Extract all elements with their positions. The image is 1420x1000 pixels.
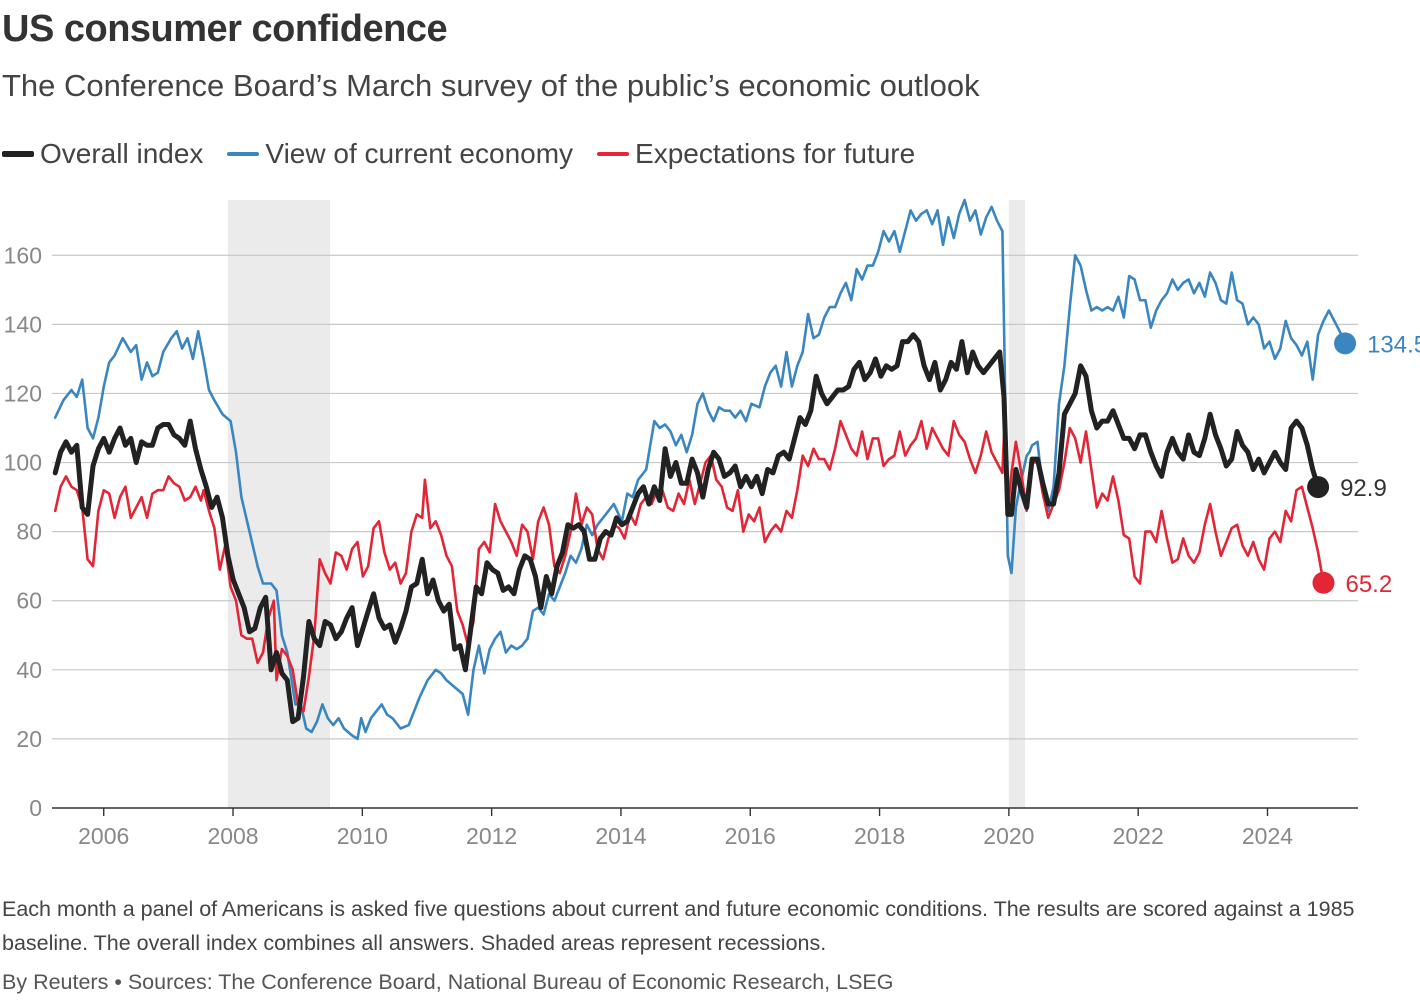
legend-label-current: View of current economy (265, 138, 574, 169)
y-tick-label-80: 80 (16, 519, 42, 545)
legend-item-expectations: Expectations for future (597, 138, 915, 170)
x-tick-label-2006: 2006 (78, 823, 129, 849)
y-tick-label-0: 0 (29, 795, 42, 821)
end-label-expectations-for-future: 65.2 (1345, 571, 1392, 598)
end-dot-overall-index (1307, 476, 1330, 499)
x-tick-label-2012: 2012 (466, 823, 517, 849)
x-tick-label-2010: 2010 (337, 823, 388, 849)
end-dot-view-of-current-economy (1334, 332, 1357, 355)
legend-swatch-expectations (597, 152, 630, 156)
source-credit: By Reuters • Sources: The Conference Boa… (2, 970, 894, 994)
legend-item-overall: Overall index (2, 138, 203, 170)
legend-swatch-current (227, 152, 260, 156)
end-label-overall-index: 92.9 (1340, 475, 1387, 502)
y-tick-label-100: 100 (4, 450, 42, 476)
legend: Overall index View of current economy Ex… (2, 138, 939, 170)
line-chart: 0 20 40 60 80 100 120 140 160 2006 2008 2010 2012 201… (4, 198, 1420, 849)
x-tick-label-2014: 2014 (595, 823, 646, 849)
y-tick-label-60: 60 (16, 588, 42, 614)
legend-label-overall: Overall index (40, 138, 204, 169)
legend-label-expectations: Expectations for future (635, 138, 916, 169)
y-tick-label-140: 140 (4, 311, 42, 337)
x-tick-label-2022: 2022 (1113, 823, 1164, 849)
legend-swatch-overall (2, 151, 34, 157)
x-tick-label-2008: 2008 (207, 823, 258, 849)
y-tick-label-20: 20 (16, 726, 42, 752)
y-tick-label-120: 120 (4, 380, 42, 406)
x-tick-label-2016: 2016 (725, 823, 776, 849)
recession-band-1 (227, 200, 331, 808)
y-tick-label-40: 40 (16, 657, 42, 683)
end-dot-expectations-for-future (1312, 571, 1335, 594)
end-label-view-of-current-economy: 134.5 (1367, 331, 1420, 358)
footnote: Each month a panel of Americans is asked… (2, 897, 1355, 955)
y-tick-label-160: 160 (4, 242, 42, 268)
series-line-view-of-current-economy (53, 198, 1347, 741)
x-tick-label-2020: 2020 (983, 823, 1034, 849)
x-tick-label-2018: 2018 (854, 823, 905, 849)
series-line-overall-index (52, 332, 1321, 725)
x-tick-label-2024: 2024 (1242, 823, 1293, 849)
legend-item-current: View of current economy (227, 138, 573, 170)
chart-title: US consumer confidence (2, 8, 448, 50)
chart-subtitle: The Conference Board’s March survey of t… (2, 68, 980, 103)
